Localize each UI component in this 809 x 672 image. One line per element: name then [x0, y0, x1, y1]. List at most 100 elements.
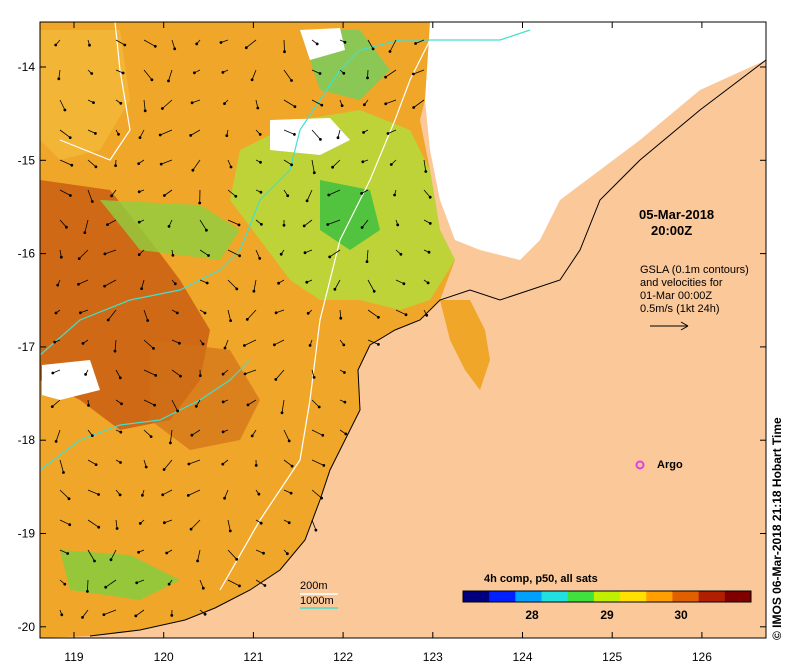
- velocity-arrow: [227, 279, 238, 290]
- velocity-arrow-head: [171, 253, 175, 257]
- velocity-arrow-head: [191, 168, 195, 172]
- velocity-arrow-head: [137, 220, 141, 224]
- velocity-arrow-head: [223, 346, 227, 350]
- velocity-arrow-head: [170, 614, 174, 617]
- colorbar-segment: [541, 591, 569, 602]
- velocity-arrow: [104, 249, 117, 255]
- velocity-arrow-head: [343, 40, 347, 44]
- velocity-arrow-head: [259, 160, 262, 164]
- velocity-arrow: [367, 39, 374, 50]
- velocity-arrow-head: [428, 221, 432, 225]
- velocity-arrow-head: [292, 132, 296, 136]
- lon-tick-label: 125: [602, 650, 622, 664]
- velocity-arrow-head: [286, 194, 290, 198]
- velocity-arrow-head: [254, 463, 258, 467]
- velocity-arrow-head: [114, 164, 117, 168]
- velocity-arrow-head: [428, 195, 432, 199]
- velocity-arrow: [105, 579, 117, 588]
- velocity-arrow-head: [137, 190, 141, 194]
- velocity-arrow-head: [69, 194, 72, 197]
- velocity-arrow-head: [424, 170, 428, 173]
- velocity-arrow: [78, 249, 89, 259]
- velocity-arrow-head: [177, 341, 181, 345]
- velocity-arrow-head: [223, 496, 227, 500]
- colorbar-segment: [620, 591, 647, 602]
- velocity-arrow-head: [63, 108, 67, 112]
- velocity-arrow: [59, 549, 68, 554]
- velocity-arrow-head: [305, 280, 309, 284]
- velocity-arrow-head: [204, 228, 208, 232]
- velocity-arrow-head: [179, 374, 182, 378]
- velocity-arrow: [224, 339, 229, 349]
- velocity-arrow: [59, 99, 66, 111]
- velocity-arrow: [171, 39, 176, 49]
- velocity-arrow-head: [143, 109, 147, 113]
- velocity-arrow-head: [190, 433, 194, 437]
- velocity-arrow-head: [201, 586, 205, 590]
- velocity-arrow-head: [333, 287, 337, 291]
- velocity-arrow-head: [321, 433, 325, 437]
- colorbar-segment: [515, 591, 543, 602]
- velocity-arrow-head: [362, 130, 366, 134]
- velocity-arrow: [306, 189, 313, 201]
- velocity-arrow: [107, 309, 117, 321]
- velocity-arrow-head: [342, 71, 346, 75]
- velocity-arrow-head: [272, 343, 276, 347]
- colorbar-segment: [672, 591, 700, 602]
- velocity-arrow-head: [113, 349, 117, 353]
- velocity-arrow-head: [207, 254, 210, 257]
- gsla-note-line: 0.5m/s (1kt 24h): [640, 303, 720, 315]
- velocity-arrow-head: [119, 430, 123, 434]
- velocity-arrow-head: [68, 523, 72, 527]
- velocity-arrow-head: [134, 614, 138, 618]
- velocity-arrow-head: [186, 493, 190, 497]
- velocity-arrow-head: [342, 371, 346, 374]
- colorbar-title: 4h comp, p50, all sats: [484, 573, 598, 585]
- velocity-arrow: [311, 99, 322, 106]
- velocity-arrow-head: [312, 375, 316, 379]
- velocity-arrow: [332, 159, 341, 168]
- velocity-arrow-head: [115, 527, 119, 530]
- velocity-arrow-head: [235, 287, 239, 291]
- cloud-gap: [425, 22, 766, 260]
- velocity-arrow-head: [90, 434, 94, 438]
- velocity-arrow: [413, 69, 425, 75]
- velocity-arrow-head: [138, 136, 142, 140]
- velocity-arrow-head: [376, 342, 380, 346]
- velocity-arrow-head: [118, 493, 122, 497]
- argo-marker: [635, 460, 645, 470]
- velocity-arrow-head: [81, 341, 85, 345]
- datetime-date: 05-Mar-2018: [639, 207, 715, 222]
- velocity-arrow-head: [81, 616, 84, 619]
- isobath-1000m: [40, 29, 531, 471]
- velocity-arrow: [87, 579, 89, 592]
- velocity-arrow: [328, 189, 341, 196]
- velocity-arrow-head: [162, 521, 166, 525]
- velocity-arrow-head: [396, 223, 400, 227]
- green-patch-3: [60, 550, 180, 600]
- colorbar-tick-label: 30: [674, 608, 688, 622]
- velocity-arrow: [244, 339, 257, 346]
- velocity-arrow-head: [120, 402, 123, 406]
- velocity-arrow: [227, 579, 240, 587]
- velocity-arrow-head: [173, 47, 177, 51]
- velocity-arrow: [311, 159, 315, 173]
- velocity-arrow-head: [176, 409, 180, 413]
- velocity-arrow-head: [425, 313, 429, 317]
- velocity-arrow-head: [198, 201, 202, 205]
- velocity-arrow-head: [92, 101, 95, 104]
- velocity-arrow-head: [372, 289, 376, 293]
- gsla-note-line: and velocities for: [640, 277, 723, 289]
- velocity-arrow-head: [167, 79, 170, 83]
- velocity-arrow-head: [219, 41, 223, 44]
- velocity-arrow-head: [384, 75, 388, 79]
- velocity-arrow-head: [67, 497, 71, 501]
- velocity-arrow: [311, 399, 320, 408]
- velocity-arrow: [143, 399, 155, 406]
- velocity-arrow-head: [340, 104, 344, 107]
- velocity-arrow: [163, 459, 173, 470]
- velocity-arrow-head: [66, 552, 70, 555]
- velocity-arrow-head: [109, 558, 113, 562]
- velocity-arrow-head: [173, 282, 177, 286]
- velocity-arrow-head: [402, 282, 406, 286]
